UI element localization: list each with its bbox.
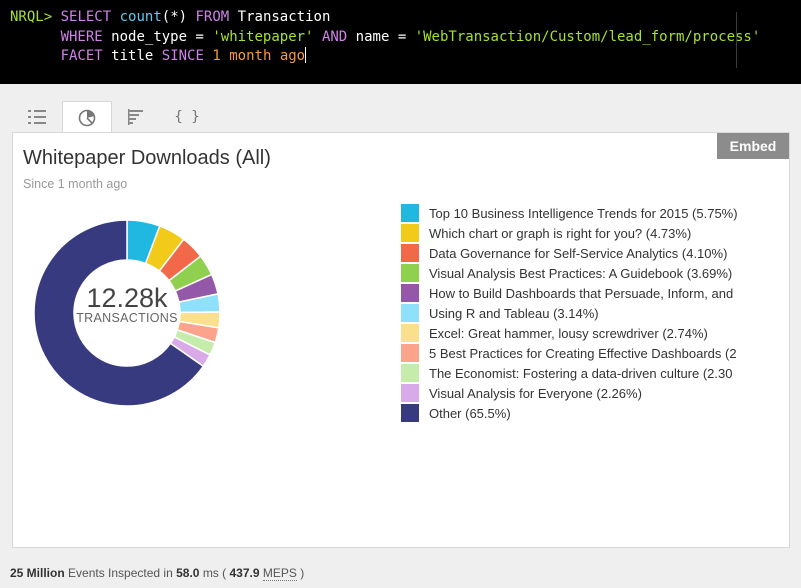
- tab-list-view[interactable]: [12, 101, 62, 133]
- keyword-facet: FACET: [60, 48, 103, 64]
- function-count: count: [119, 9, 162, 25]
- keyword-since: SINCE: [161, 48, 204, 64]
- time-unit: ms (: [202, 566, 227, 580]
- legend-label: Other (65.5%): [429, 405, 511, 421]
- facet-field: title: [111, 48, 154, 64]
- chart-title: Whitepaper Downloads (All): [23, 147, 271, 169]
- chart-legend: Top 10 Business Intelligence Trends for …: [401, 203, 751, 423]
- braces-icon: { }: [174, 109, 200, 125]
- field-node-type: node_type: [111, 28, 188, 45]
- legend-item[interactable]: 5 Best Practices for Creating Effective …: [401, 343, 751, 363]
- table-name: Transaction: [237, 9, 331, 25]
- donut-chart: [33, 219, 221, 407]
- donut-slice[interactable]: [33, 219, 205, 407]
- string-transaction-name: 'WebTransaction/Custom/lead_form/process…: [414, 28, 761, 45]
- stats-close: ): [300, 566, 305, 580]
- total-label: TRANSACTIONS: [76, 311, 178, 325]
- keyword-ago: ago: [279, 48, 306, 64]
- legend-swatch: [401, 204, 419, 222]
- editor-margin-line: [736, 12, 737, 68]
- operator-eq: =: [397, 28, 407, 45]
- chart-subtitle: Since 1 month ago: [23, 177, 128, 191]
- field-name: name: [355, 28, 390, 45]
- keyword-select: SELECT: [60, 9, 112, 25]
- events-text: Events Inspected in: [68, 566, 173, 580]
- legend-swatch: [401, 384, 419, 402]
- tab-bar-chart[interactable]: [112, 101, 162, 133]
- list-icon: [28, 110, 46, 124]
- operator-eq: =: [195, 28, 204, 45]
- query-line-3: FACET title SINCE 1 month ago: [10, 47, 801, 67]
- meps-unit: MEPS: [262, 566, 297, 581]
- text-cursor: [305, 47, 307, 63]
- tab-pie-chart[interactable]: [62, 101, 112, 134]
- events-count: 25 Million: [10, 566, 65, 580]
- unit-month: month: [229, 48, 272, 64]
- legend-swatch: [401, 244, 419, 262]
- legend-swatch: [401, 344, 419, 362]
- legend-label: 5 Best Practices for Creating Effective …: [429, 345, 737, 361]
- meps-value: 437.9: [229, 566, 260, 580]
- nrql-query-editor[interactable]: NRQL> SELECT count(*) FROM Transaction W…: [0, 0, 801, 84]
- legend-label: How to Build Dashboards that Persuade, I…: [429, 285, 734, 301]
- keyword-from: FROM: [195, 9, 230, 25]
- query-line-1: NRQL> SELECT count(*) FROM Transaction: [10, 8, 801, 28]
- legend-label: Visual Analysis for Everyone (2.26%): [429, 385, 642, 401]
- legend-swatch: [401, 404, 419, 422]
- number-1: 1: [212, 48, 221, 64]
- legend-label: The Economist: Fostering a data-driven c…: [429, 365, 733, 381]
- count-args: (*): [161, 9, 188, 25]
- legend-swatch: [401, 324, 419, 342]
- legend-item[interactable]: Which chart or graph is right for you? (…: [401, 223, 751, 243]
- legend-swatch: [401, 364, 419, 382]
- legend-item[interactable]: Top 10 Business Intelligence Trends for …: [401, 203, 751, 223]
- legend-swatch: [401, 304, 419, 322]
- keyword-where: WHERE: [60, 28, 103, 45]
- chart-card: Embed Whitepaper Downloads (All) Since 1…: [12, 132, 790, 548]
- tab-json[interactable]: { }: [162, 101, 212, 133]
- legend-item[interactable]: Other (65.5%): [401, 403, 751, 423]
- legend-item[interactable]: Excel: Great hammer, lousy screwdriver (…: [401, 323, 751, 343]
- query-stats: 25 Million Events Inspected in 58.0 ms (…: [10, 566, 305, 581]
- legend-swatch: [401, 224, 419, 242]
- legend-item[interactable]: How to Build Dashboards that Persuade, I…: [401, 283, 751, 303]
- legend-item[interactable]: Data Governance for Self-Service Analyti…: [401, 243, 751, 263]
- pie-chart-icon: [78, 109, 96, 127]
- legend-swatch: [401, 284, 419, 302]
- legend-label: Using R and Tableau (3.14%): [429, 305, 599, 321]
- legend-label: Visual Analysis Best Practices: A Guideb…: [429, 265, 733, 281]
- legend-label: Top 10 Business Intelligence Trends for …: [429, 205, 738, 221]
- legend-label: Excel: Great hammer, lousy screwdriver (…: [429, 325, 708, 341]
- legend-label: Data Governance for Self-Service Analyti…: [429, 245, 728, 261]
- total-value: 12.28k: [86, 283, 168, 313]
- legend-item[interactable]: Visual Analysis for Everyone (2.26%): [401, 383, 751, 403]
- legend-label: Which chart or graph is right for you? (…: [429, 225, 692, 241]
- string-whitepaper: 'whitepaper': [212, 28, 314, 45]
- legend-item[interactable]: The Economist: Fostering a data-driven c…: [401, 363, 751, 383]
- query-line-2: WHERE node_type = 'whitepaper' AND name …: [10, 28, 801, 48]
- legend-swatch: [401, 264, 419, 282]
- nrql-prompt: NRQL>: [10, 9, 53, 25]
- bar-chart-icon: [128, 109, 143, 125]
- embed-button[interactable]: Embed: [717, 133, 789, 159]
- legend-item[interactable]: Using R and Tableau (3.14%): [401, 303, 751, 323]
- query-time: 58.0: [176, 566, 200, 580]
- legend-item[interactable]: Visual Analysis Best Practices: A Guideb…: [401, 263, 751, 283]
- keyword-and: AND: [321, 28, 348, 45]
